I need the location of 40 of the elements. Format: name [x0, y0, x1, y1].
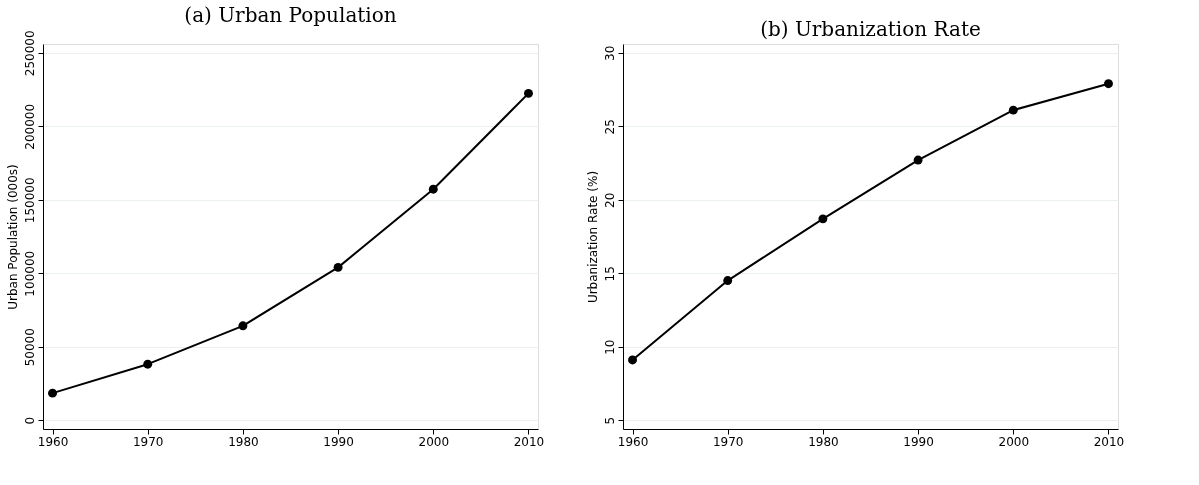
x-tick-label: 1980	[228, 434, 259, 449]
y-tick-label: 250000	[22, 30, 37, 77]
point	[524, 88, 533, 98]
x-tick-label: 2000	[418, 434, 450, 449]
y-tick-label: 10	[602, 339, 617, 355]
point	[818, 214, 828, 224]
y-tick-label: 5	[602, 416, 617, 425]
point	[1104, 79, 1113, 89]
y-tick-label: 150000	[22, 177, 37, 224]
y-tick-label: 200000	[22, 103, 37, 150]
y-axis-title: Urbanization Rate (%)	[585, 170, 600, 304]
y-tick-label: 15	[602, 266, 617, 282]
x-tick-label: 1990	[903, 434, 934, 449]
point	[628, 355, 637, 365]
y-tick-label: 30	[602, 45, 617, 61]
x-tick-label: 2010	[513, 434, 545, 449]
point	[913, 155, 923, 165]
y-tick-label: 0	[22, 416, 37, 425]
x-tick-label: 1960	[617, 434, 649, 449]
x-tick-label: 2010	[1093, 434, 1125, 449]
chart-title: (b) Urbanization Rate	[760, 17, 981, 41]
y-axis-title: Urban Population (000s)	[5, 164, 20, 310]
x-tick-label: 1960	[37, 434, 69, 449]
point	[48, 388, 57, 398]
y-tick-label: 20	[602, 192, 617, 208]
y-tick-label: 50000	[22, 328, 37, 367]
point	[333, 262, 343, 272]
y-tick-label: 25	[602, 119, 617, 135]
x-tick-label: 1990	[323, 434, 354, 449]
point	[1008, 105, 1018, 115]
point	[238, 321, 248, 331]
x-tick-label: 1970	[712, 434, 744, 449]
point	[723, 276, 733, 286]
point	[428, 184, 438, 194]
x-tick-label: 2000	[998, 434, 1030, 449]
chart-title: (a) Urban Population	[184, 2, 397, 27]
x-tick-label: 1970	[132, 434, 164, 449]
point	[143, 359, 153, 369]
x-tick-label: 1980	[808, 434, 839, 449]
y-tick-label: 100000	[22, 250, 37, 297]
